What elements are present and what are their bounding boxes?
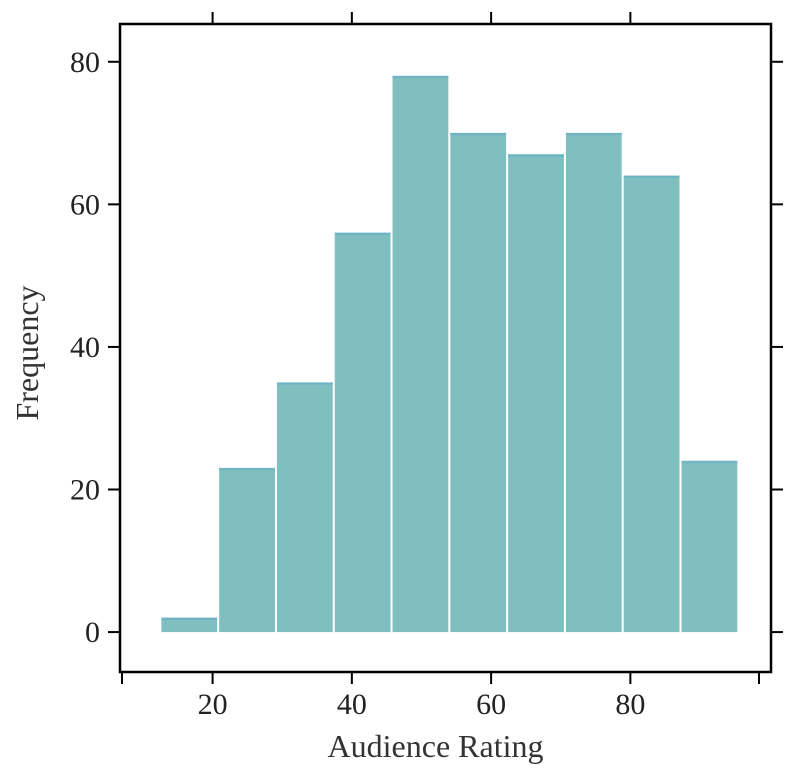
x-tick-label: 20 (198, 688, 228, 721)
histogram-bar (276, 382, 333, 633)
histogram-bar (450, 133, 507, 633)
y-tick-label: 80 (70, 46, 100, 79)
histogram-bar (219, 468, 275, 633)
histogram-bar (334, 232, 391, 633)
x-tick-label: 60 (476, 688, 506, 721)
bars-group (161, 75, 738, 633)
histogram-bar (565, 133, 622, 633)
histogram-bar (392, 76, 449, 633)
x-axis-title: Audience Rating (328, 728, 544, 764)
y-tick-label: 0 (85, 616, 100, 649)
y-tick-label: 40 (70, 331, 100, 364)
x-tick-label: 80 (615, 688, 645, 721)
y-axis-title: Frequency (9, 285, 45, 420)
histogram-bar (161, 617, 218, 633)
y-tick-label: 20 (70, 474, 100, 507)
histogram-bar (623, 175, 680, 633)
plot-frame (118, 22, 773, 674)
x-tick-label: 40 (337, 688, 367, 721)
histogram-bar (681, 460, 738, 633)
histogram-bar (508, 154, 564, 633)
ticks-group: 20 40 60 80 0 20 40 60 80 (70, 12, 783, 721)
y-tick-label: 60 (70, 188, 100, 221)
